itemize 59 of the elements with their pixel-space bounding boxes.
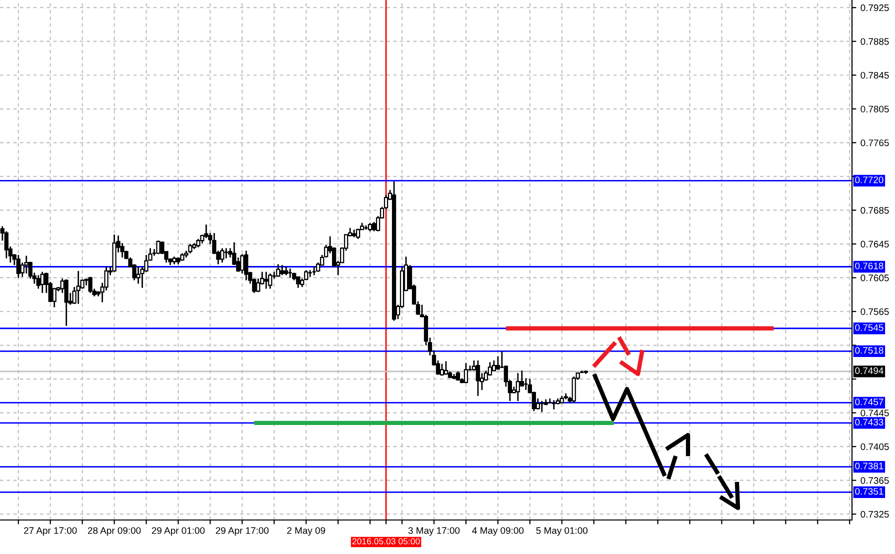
y-tick-label: 0.7445 xyxy=(860,410,889,416)
ref-line-label: 0.7720 xyxy=(855,176,884,184)
y-tick-label: 0.7885 xyxy=(860,38,889,45)
candlestick xyxy=(240,253,244,274)
x-tick-label: 27 Apr 17:00 xyxy=(24,527,77,536)
x-tick-label: 29 Apr 01:00 xyxy=(152,527,205,536)
x-tick-label: 3 May 17:00 xyxy=(408,527,460,536)
candlestick xyxy=(244,250,248,281)
x-tick-label: 4 May 09:00 xyxy=(472,527,524,536)
y-tick-label: 0.7805 xyxy=(860,106,889,112)
candlestick xyxy=(236,256,240,273)
ref-line-label: 0.7381 xyxy=(855,462,884,470)
ref-line-label: 0.7433 xyxy=(855,418,884,426)
candlestick xyxy=(476,360,480,397)
y-tick-label: 0.7925 xyxy=(860,4,889,12)
candlestick xyxy=(280,264,284,276)
y-tick-label: 0.7605 xyxy=(860,274,889,282)
y-tick-label: 0.7645 xyxy=(860,240,889,248)
candlestick xyxy=(296,276,300,289)
candlestick xyxy=(464,362,468,384)
candlestick xyxy=(36,274,40,290)
candlestick xyxy=(136,266,140,284)
candlestick xyxy=(16,254,20,278)
candlestick xyxy=(52,287,56,308)
candlestick xyxy=(40,271,44,294)
y-tick-label: 0.7565 xyxy=(860,308,889,316)
x-tick-label: 5 May 01:00 xyxy=(536,527,588,536)
candlestick xyxy=(516,372,520,402)
candlestick xyxy=(492,360,496,372)
candlestick xyxy=(572,376,576,404)
x-tick-label: 28 Apr 09:00 xyxy=(88,527,141,536)
candlestick xyxy=(268,272,272,290)
candlestick xyxy=(220,247,224,264)
candlestick xyxy=(188,243,192,254)
candlestick xyxy=(276,264,280,278)
candlestick xyxy=(76,270,80,305)
y-tick-label: 0.7405 xyxy=(860,443,889,450)
ref-line-label: 0.7518 xyxy=(855,347,884,354)
ref-line-label: 0.7618 xyxy=(855,262,884,270)
y-tick-label: 0.7325 xyxy=(860,510,889,518)
ref-line-label: 0.7351 xyxy=(855,488,884,495)
ref-line-label: 0.7545 xyxy=(855,324,884,331)
candlestick xyxy=(488,361,492,376)
candlestick xyxy=(264,271,268,290)
candlestick xyxy=(88,276,92,294)
x-tick-label: 2016.05.03 05:00 xyxy=(352,538,420,544)
candlestick xyxy=(372,221,376,232)
y-tick-label: 0.7365 xyxy=(860,477,889,484)
candlestick xyxy=(24,255,28,274)
ref-line-label: 0.7457 xyxy=(855,398,884,406)
y-tick-label: 0.7845 xyxy=(860,72,889,79)
ref-line-label: 0.7494 xyxy=(855,367,884,374)
candlestick xyxy=(444,360,448,376)
x-tick-label: 29 Apr 17:00 xyxy=(216,527,269,536)
candlestick xyxy=(64,278,68,327)
y-tick-label: 0.7685 xyxy=(860,207,889,214)
x-tick-label: 2 May 09 xyxy=(287,527,326,536)
y-tick-label: 0.7765 xyxy=(860,139,889,146)
candlestick xyxy=(156,240,160,255)
